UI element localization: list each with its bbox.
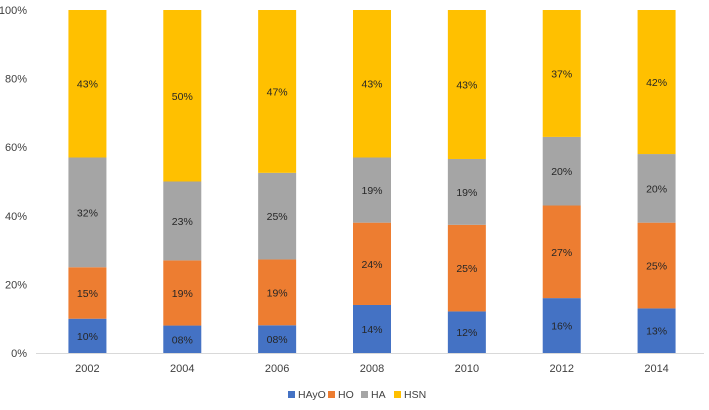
bar-segment-ha-2002 bbox=[68, 157, 107, 268]
data-label-ho-2004: 19% bbox=[172, 288, 193, 300]
x-tick-label: 2012 bbox=[549, 363, 573, 375]
data-label-hsn-2010: 43% bbox=[456, 79, 477, 91]
legend: HAyO HO HA HSN bbox=[288, 389, 426, 401]
data-label-ho-2008: 24% bbox=[361, 259, 382, 271]
legend-label-ha: HA bbox=[371, 389, 386, 401]
data-label-ha-2014: 20% bbox=[646, 183, 667, 195]
bar-segment-hayo-2006 bbox=[258, 325, 297, 353]
bar-segment-hsn-2014 bbox=[637, 10, 676, 155]
bar-segment-hsn-2006 bbox=[258, 10, 297, 173]
legend-label-hayo: HAyO bbox=[298, 389, 326, 401]
bar-segment-hayo-2014 bbox=[637, 308, 676, 353]
y-tick-label: 100% bbox=[0, 5, 27, 17]
data-label-ha-2010: 19% bbox=[456, 187, 477, 199]
y-tick-label: 20% bbox=[5, 279, 27, 291]
x-axis: 2002 2004 2006 2008 2010 2012 2014 bbox=[75, 363, 669, 375]
data-label-hsn-2006: 47% bbox=[267, 86, 288, 98]
y-tick-label: 80% bbox=[5, 74, 27, 86]
data-label-hayo-2008: 14% bbox=[361, 324, 382, 336]
bar-segment-hsn-2012 bbox=[542, 10, 581, 137]
legend-label-ho: HO bbox=[338, 389, 354, 401]
bar-segment-ha-2014 bbox=[637, 154, 676, 223]
data-label-hayo-2002: 10% bbox=[77, 331, 98, 343]
data-label-ha-2012: 20% bbox=[551, 166, 572, 178]
data-label-ha-2002: 32% bbox=[77, 207, 98, 219]
bar-segment-hayo-2004 bbox=[163, 325, 202, 353]
bar-segment-hayo-2010 bbox=[447, 311, 486, 353]
data-label-ha-2006: 25% bbox=[267, 211, 288, 223]
bar-segment-hsn-2008 bbox=[353, 10, 391, 158]
bar-segment-hsn-2004 bbox=[163, 10, 202, 182]
plot-area: 10% 15% 32% 43% 08% 19% 23% 50% 08% 19% 25% 47% 14% 2… bbox=[68, 10, 676, 353]
data-label-hayo-2004: 08% bbox=[172, 334, 193, 346]
bar-segment-ho-2006 bbox=[258, 259, 297, 326]
x-tick-label: 2006 bbox=[265, 363, 289, 375]
data-label-hayo-2012: 16% bbox=[551, 321, 572, 333]
data-label-ha-2004: 23% bbox=[172, 216, 193, 228]
data-label-ho-2012: 27% bbox=[551, 247, 572, 259]
y-tick-label: 60% bbox=[5, 142, 27, 154]
data-label-hsn-2014: 42% bbox=[646, 77, 667, 89]
bar-segment-hsn-2002 bbox=[68, 10, 107, 158]
data-label-ho-2006: 19% bbox=[267, 287, 288, 299]
data-label-hayo-2010: 12% bbox=[456, 327, 477, 339]
legend-swatch-hayo bbox=[288, 391, 295, 398]
x-tick-label: 2004 bbox=[170, 363, 194, 375]
bar-segment-hayo-2002 bbox=[68, 318, 107, 353]
bar-segment-hayo-2012 bbox=[542, 298, 581, 353]
bar-segment-hayo-2008 bbox=[353, 304, 391, 353]
data-label-ho-2010: 25% bbox=[456, 263, 477, 275]
legend-swatch-hsn bbox=[394, 391, 401, 398]
x-tick-label: 2014 bbox=[644, 363, 668, 375]
data-label-hsn-2008: 43% bbox=[361, 79, 382, 91]
bar-segment-ho-2010 bbox=[447, 224, 486, 312]
data-label-hsn-2012: 37% bbox=[551, 68, 572, 80]
data-label-hsn-2002: 43% bbox=[77, 79, 98, 91]
legend-swatch-ha bbox=[361, 391, 368, 398]
data-label-ha-2008: 19% bbox=[361, 185, 382, 197]
bar-segment-ho-2014 bbox=[637, 222, 676, 309]
bar-segment-ha-2006 bbox=[258, 172, 297, 260]
y-axis: 0% 20% 40% 60% 80% 100% bbox=[0, 5, 27, 360]
data-label-hayo-2014: 13% bbox=[646, 326, 667, 338]
bar-segment-ha-2010 bbox=[447, 158, 486, 225]
bar-segment-hsn-2010 bbox=[447, 10, 486, 159]
x-tick-label: 2010 bbox=[455, 363, 479, 375]
y-tick-label: 0% bbox=[11, 348, 27, 360]
bar-segment-ho-2008 bbox=[353, 222, 391, 305]
legend-label-hsn: HSN bbox=[404, 389, 426, 401]
legend-swatch-ho bbox=[328, 391, 335, 398]
x-tick-label: 2002 bbox=[75, 363, 99, 375]
x-tick-label: 2008 bbox=[360, 363, 384, 375]
data-label-hayo-2006: 08% bbox=[267, 334, 288, 346]
bar-segment-ho-2012 bbox=[542, 205, 581, 299]
data-label-hsn-2004: 50% bbox=[172, 91, 193, 103]
bar-segment-ho-2004 bbox=[163, 260, 202, 326]
bar-segment-ha-2008 bbox=[353, 157, 391, 223]
bar-segment-ho-2002 bbox=[68, 267, 107, 319]
bar-segment-ha-2004 bbox=[163, 181, 202, 261]
data-label-ho-2002: 15% bbox=[77, 288, 98, 300]
y-tick-label: 40% bbox=[5, 211, 27, 223]
bar-segment-ha-2012 bbox=[542, 136, 581, 206]
data-label-ho-2014: 25% bbox=[646, 261, 667, 273]
